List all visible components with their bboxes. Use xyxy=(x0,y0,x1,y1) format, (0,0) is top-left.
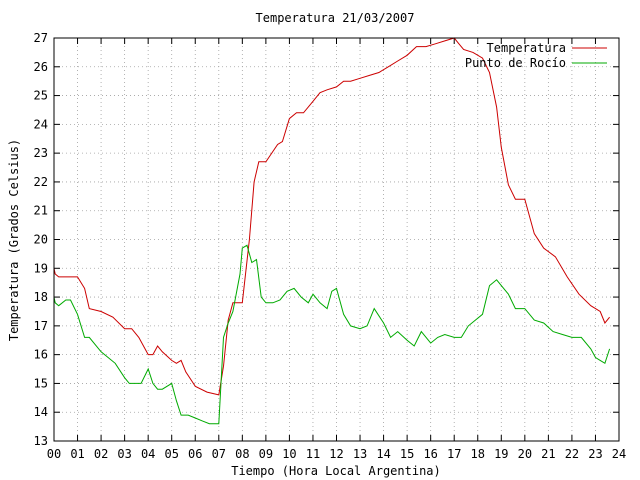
plot-frame xyxy=(53,37,620,442)
x-tick-label: 03 xyxy=(117,447,131,461)
y-tick-label: 27 xyxy=(34,31,48,45)
y-tick-label: 15 xyxy=(34,376,48,390)
legend-label: Punto de Rocío xyxy=(465,56,566,70)
y-tick-label: 14 xyxy=(34,405,48,419)
x-tick-label: 20 xyxy=(518,447,532,461)
x-tick-label: 10 xyxy=(282,447,296,461)
x-tick-label: 05 xyxy=(164,447,178,461)
x-tick-label: 12 xyxy=(329,447,343,461)
x-tick-label: 16 xyxy=(423,447,437,461)
y-tick-label: 21 xyxy=(34,204,48,218)
legend-label: Temperatura xyxy=(487,41,566,55)
grid xyxy=(54,38,619,441)
y-tick-label: 16 xyxy=(34,348,48,362)
y-tick-label: 13 xyxy=(34,434,48,448)
x-tick-label: 09 xyxy=(259,447,273,461)
x-tick-label: 04 xyxy=(141,447,155,461)
x-tick-label: 15 xyxy=(400,447,414,461)
x-tick-label: 00 xyxy=(47,447,61,461)
series-line-punto-de-rocio xyxy=(53,244,611,425)
y-tick-label: 22 xyxy=(34,175,48,189)
x-tick-label: 06 xyxy=(188,447,202,461)
y-tick-label: 25 xyxy=(34,89,48,103)
x-tick-label: 02 xyxy=(94,447,108,461)
x-tick-label: 17 xyxy=(447,447,461,461)
x-tick-label: 08 xyxy=(235,447,249,461)
y-tick-label: 20 xyxy=(34,233,48,247)
x-axis-ticks: 00 01 02 03 04 05 06 07 08 09 10 11 12 13 14 15 16 17 18 19… xyxy=(47,38,626,461)
x-tick-label: 24 xyxy=(612,447,626,461)
x-axis-label: Tiempo (Hora Local Argentina) xyxy=(231,464,441,478)
x-tick-label: 23 xyxy=(588,447,602,461)
y-tick-label: 17 xyxy=(34,319,48,333)
y-axis-label: Temperatura (Grados Celsius) xyxy=(7,139,21,341)
x-tick-label: 11 xyxy=(306,447,320,461)
y-tick-label: 26 xyxy=(34,60,48,74)
y-tick-label: 18 xyxy=(34,290,48,304)
y-tick-label: 23 xyxy=(34,146,48,160)
y-tick-label: 19 xyxy=(34,261,48,275)
x-tick-label: 14 xyxy=(376,447,390,461)
x-tick-label: 01 xyxy=(70,447,84,461)
x-tick-label: 13 xyxy=(353,447,367,461)
x-tick-label: 21 xyxy=(541,447,555,461)
series-lines xyxy=(53,37,611,425)
chart-title: Temperatura 21/03/2007 xyxy=(256,11,415,25)
series-line-temperatura xyxy=(53,37,610,396)
x-tick-label: 07 xyxy=(212,447,226,461)
x-tick-label: 22 xyxy=(565,447,579,461)
x-tick-label: 19 xyxy=(494,447,508,461)
y-axis-ticks: 13 14 15 16 17 18 19 20 21 22 23 24 25 26 27 xyxy=(34,31,619,448)
x-tick-label: 18 xyxy=(471,447,485,461)
y-tick-label: 24 xyxy=(34,117,48,131)
